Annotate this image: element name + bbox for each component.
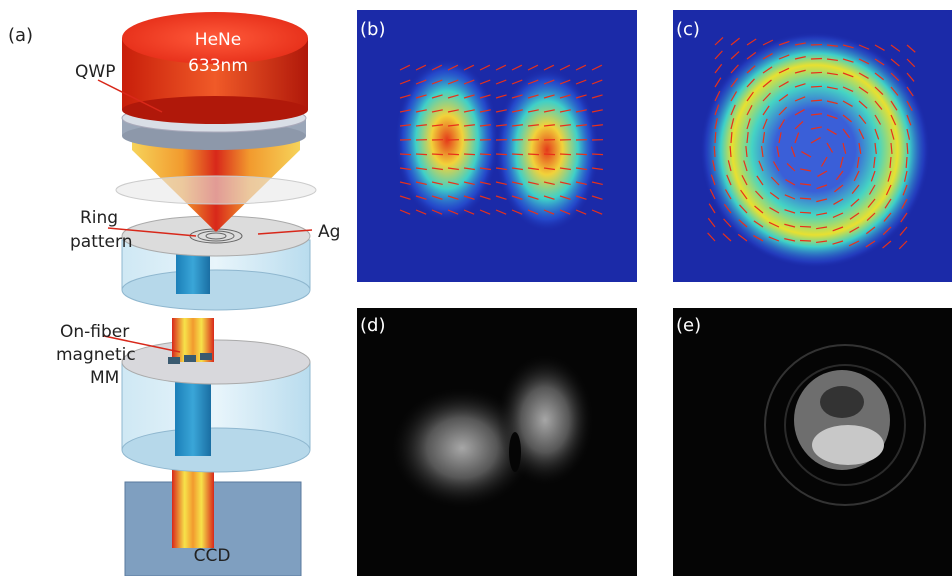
laser-label: HeNe: [195, 30, 241, 50]
panel-label: (b): [360, 19, 385, 40]
disc: [122, 340, 310, 384]
polarization-arrow: [448, 154, 459, 155]
polarization-arrow: [512, 154, 523, 155]
polarization-arrow: [576, 154, 587, 155]
panel-label: (a): [8, 25, 33, 46]
figure: (a) HeNe 633nm QWP Ring pattern Ag On-fi…: [0, 0, 952, 576]
panel-c: [673, 10, 952, 282]
ring-label: pattern: [70, 232, 132, 252]
polarization-arrow: [714, 146, 715, 157]
disc: [122, 428, 310, 472]
panel-label: (c): [676, 19, 700, 40]
polarization-arrow: [906, 157, 907, 168]
mm-label: magnetic: [56, 345, 136, 365]
polarization-arrow: [400, 154, 411, 155]
panel-label: (d): [360, 315, 385, 336]
panel-b: [357, 10, 637, 282]
polarization-arrow: [480, 154, 491, 155]
polarization-arrow: [464, 154, 475, 155]
polarization-arrow: [800, 226, 811, 227]
setup-diagram: [98, 12, 316, 576]
polarization-arrow: [528, 154, 539, 155]
polarization-arrow: [592, 154, 603, 155]
polarization-arrow: [416, 154, 427, 155]
laser-edge: [122, 96, 308, 124]
mm-label: On-fiber: [60, 322, 129, 342]
polarization-arrow: [544, 154, 555, 155]
polarization-arrow: [800, 212, 811, 213]
panel-d: [357, 308, 637, 576]
polarization-arrow: [811, 72, 822, 73]
disc: [122, 270, 310, 310]
polarization-arrow: [496, 154, 507, 155]
ccd-label: CCD: [194, 546, 231, 566]
ag-label: Ag: [318, 222, 340, 242]
panel-e: [673, 308, 952, 576]
beam: [172, 470, 214, 548]
panel-label: (e): [676, 315, 701, 336]
ring-label: Ring: [80, 208, 118, 228]
polarization-arrow: [907, 143, 908, 154]
polarization-arrow: [560, 154, 571, 155]
polarization-arrow: [811, 86, 822, 87]
laser-label: 633nm: [188, 56, 248, 76]
lens-plane: [116, 176, 316, 204]
polarization-arrow: [715, 132, 716, 143]
polarization-arrow: [432, 154, 443, 155]
mm-label: MM: [90, 368, 119, 388]
qwp-label: QWP: [75, 62, 115, 82]
